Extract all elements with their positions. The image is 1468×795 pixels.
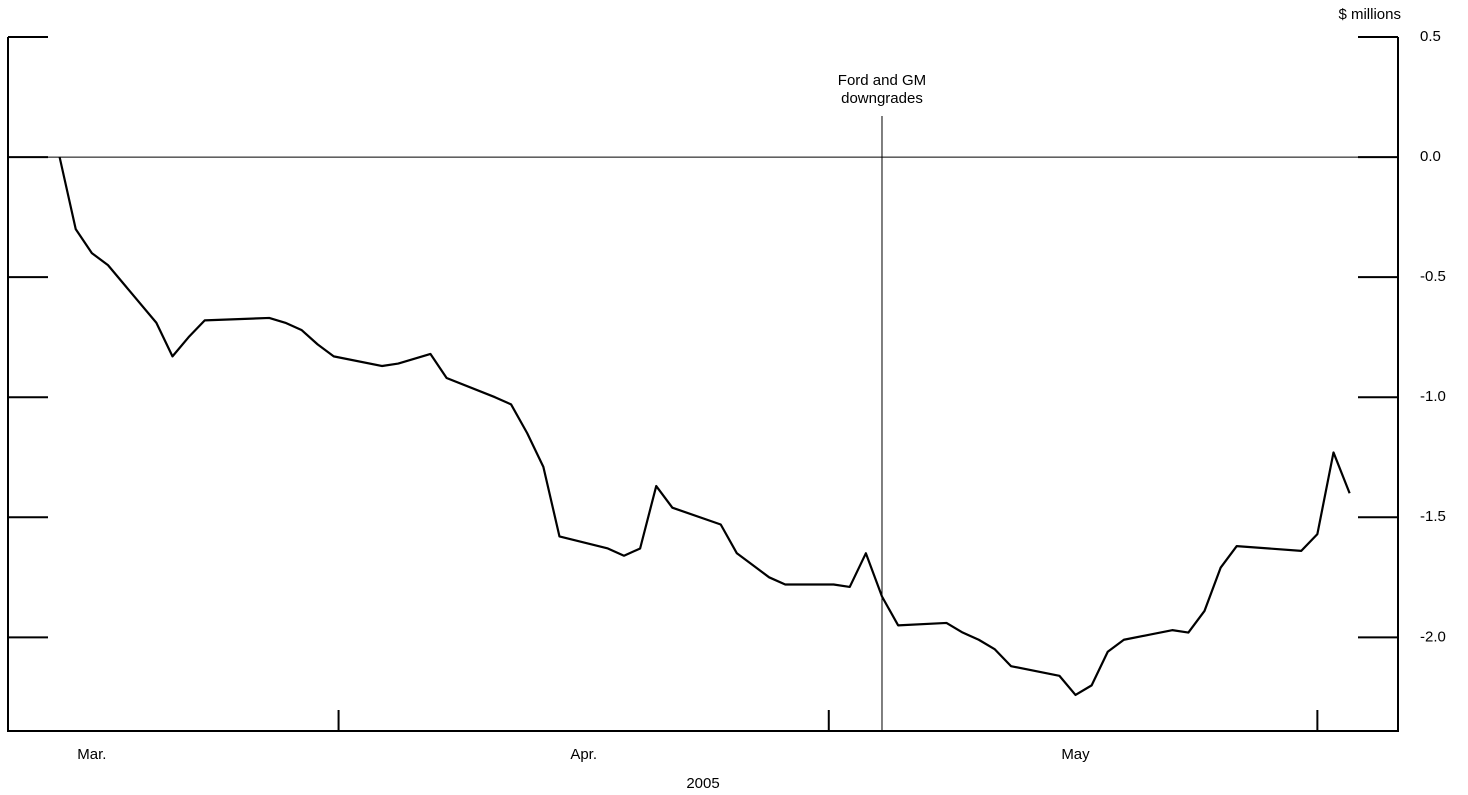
y-tick-label: 0.0 (1420, 148, 1441, 165)
x-tick-label: May (1061, 746, 1090, 763)
y-tick-label: -1.0 (1420, 388, 1446, 405)
y-tick-label: -2.0 (1420, 628, 1446, 645)
x-axis-label: 2005 (686, 775, 719, 792)
annotation-text: Ford and GM (838, 72, 926, 89)
y-tick-label: -0.5 (1420, 268, 1446, 285)
y-tick-label: -1.5 (1420, 508, 1446, 525)
x-tick-label: Apr. (570, 746, 597, 763)
x-tick-label: Mar. (77, 746, 106, 763)
annotation-text: downgrades (841, 90, 923, 107)
y-axis-label: $ millions (1338, 6, 1401, 23)
y-tick-label: 0.5 (1420, 28, 1441, 45)
data-line (58, 156, 1351, 697)
